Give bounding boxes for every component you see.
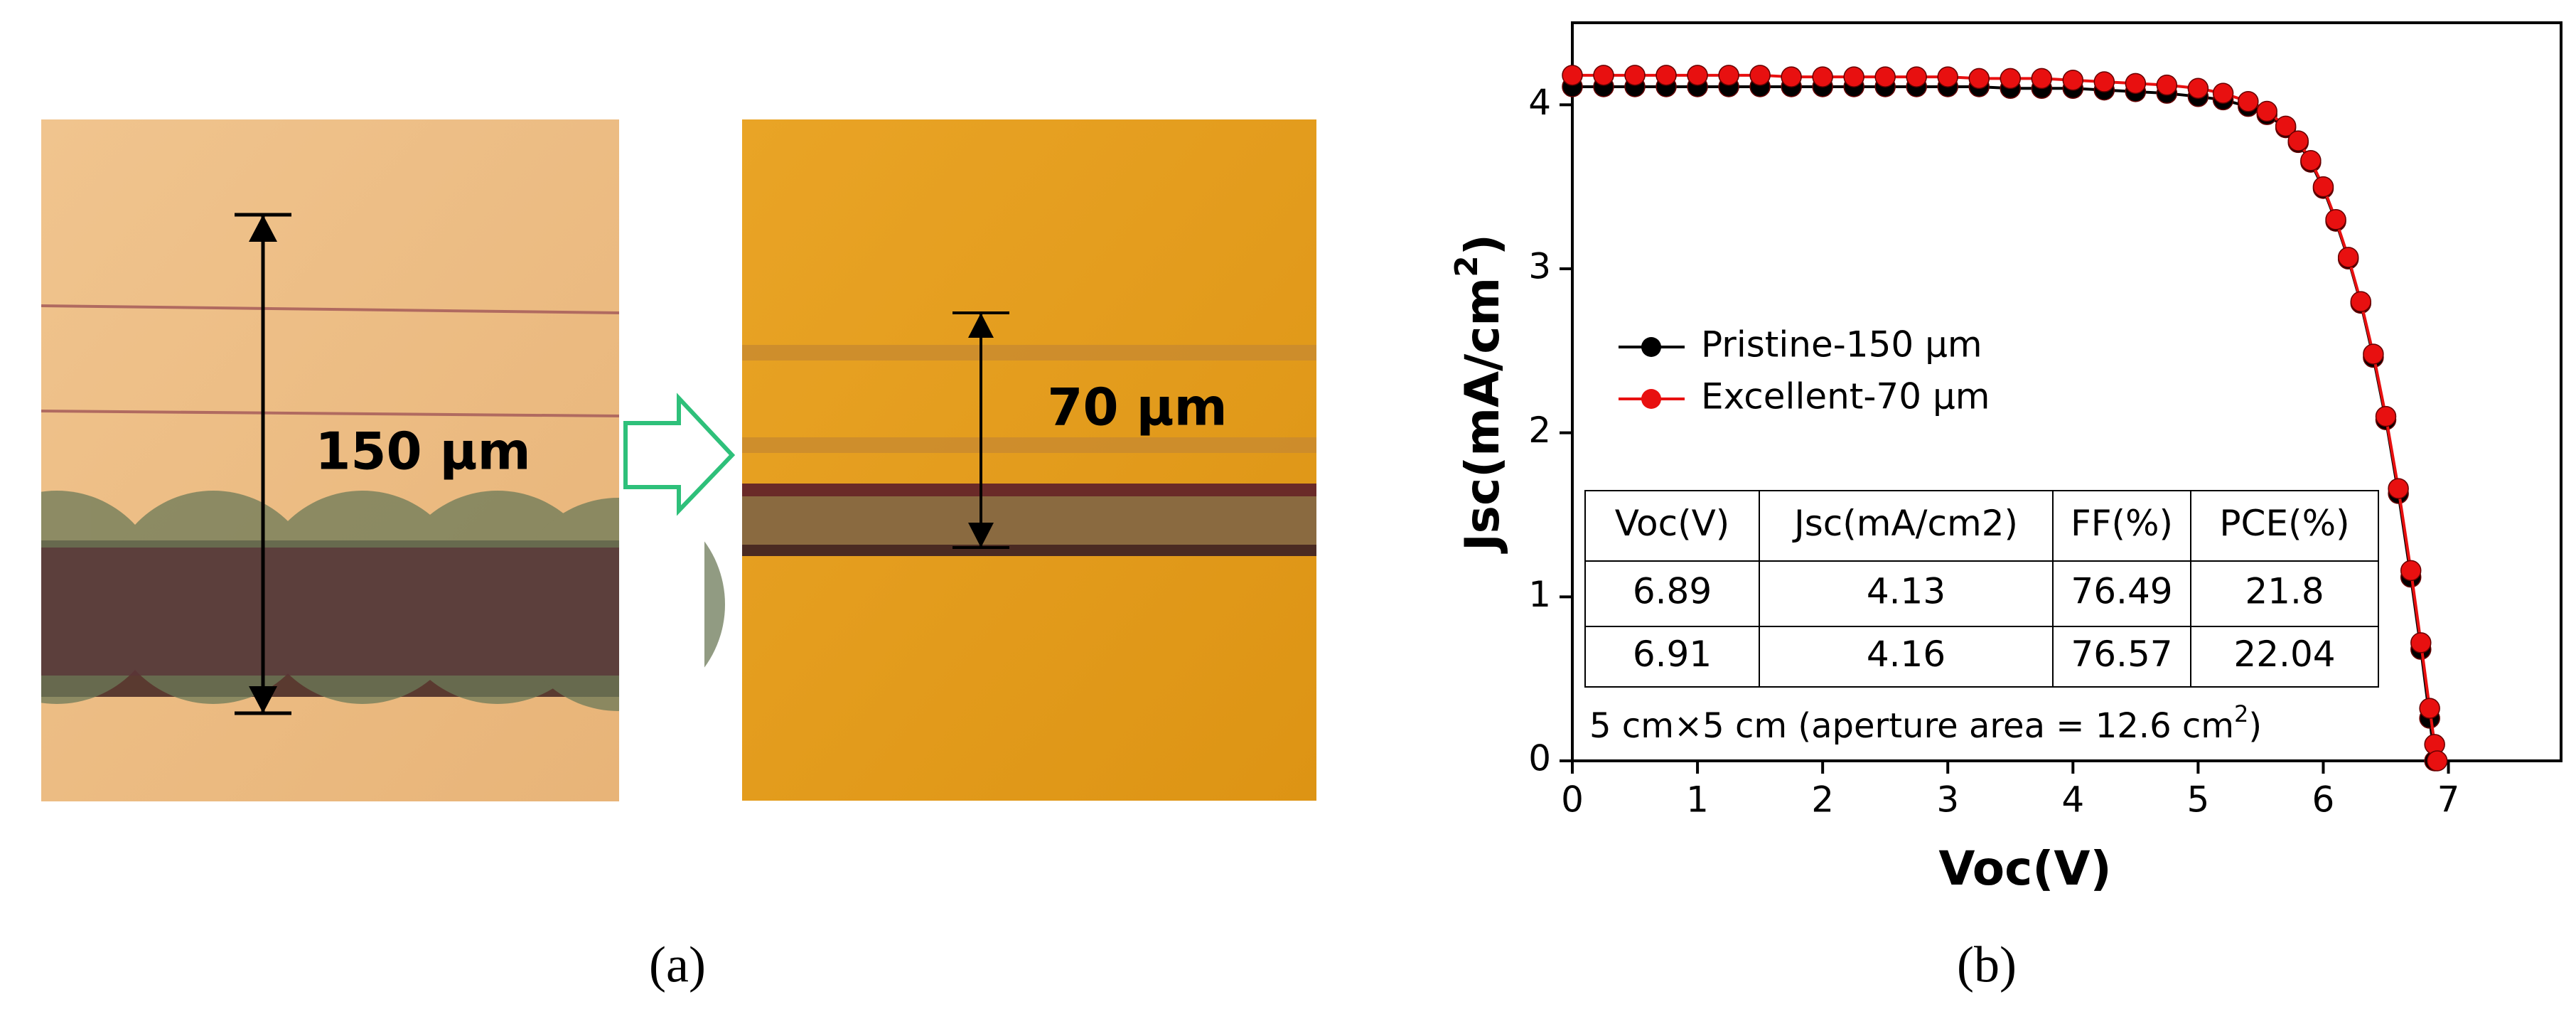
table-cell: 76.57 — [2071, 634, 2172, 675]
x-tick-label: 7 — [2437, 779, 2460, 821]
x-tick-label: 3 — [1936, 779, 1959, 821]
legend-marker — [1641, 389, 1661, 409]
annotation: 150 µm — [315, 422, 530, 481]
y-tick-label: 1 — [1528, 574, 1551, 615]
table-cell: PCE(%) — [2219, 503, 2349, 544]
marker — [1687, 65, 1708, 86]
marker — [2212, 82, 2234, 104]
marker — [1968, 68, 1990, 90]
panel-label: (b) — [1957, 936, 2017, 993]
x-tick-label: 6 — [2312, 779, 2335, 821]
marker — [1874, 66, 1896, 87]
marker — [1562, 65, 1583, 86]
marker — [1718, 65, 1739, 86]
x-tick-label: 2 — [1811, 779, 1834, 821]
table-bg — [1584, 490, 2379, 688]
plot: 0 1 2 3 4 5 6 7 0 1 2 3 4 Pristine-150 µm Excellent-70… — [1528, 21, 2562, 821]
marker — [2419, 698, 2440, 719]
y-axis-label-text: Jsc(mA/cm — [1455, 277, 1510, 554]
note-text: 5 cm×5 cm (aperture area = 12.6 cm — [1589, 706, 2234, 746]
y-axis-label-suffix: ) — [1455, 234, 1510, 255]
marker — [2287, 130, 2309, 151]
marker — [2000, 68, 2022, 90]
table-cell: 4.16 — [1867, 634, 1946, 675]
marker — [1655, 65, 1677, 86]
table-cell: Voc(V) — [1615, 503, 1730, 544]
table-cell: 22.04 — [2233, 634, 2335, 675]
x-tick-label: 1 — [1686, 779, 1709, 821]
photo-right — [742, 119, 1316, 801]
marker — [1749, 65, 1771, 86]
y-tick-label: 4 — [1528, 82, 1551, 123]
table-cell: Jsc(mA/cm2) — [1792, 503, 2018, 544]
marker — [2256, 100, 2277, 122]
marker — [2388, 478, 2409, 499]
marker — [2337, 247, 2359, 268]
marker — [1843, 66, 1864, 87]
legend-marker — [1641, 337, 1661, 357]
marker — [2156, 74, 2178, 96]
marker — [2275, 115, 2297, 137]
marker — [2410, 632, 2432, 653]
marker — [2125, 73, 2147, 95]
note-suffix: ) — [2248, 706, 2262, 746]
marker — [2312, 176, 2334, 198]
y-tick-label: 0 — [1528, 738, 1551, 779]
marker — [2062, 69, 2084, 91]
marker — [2400, 560, 2422, 582]
y-axis-label-sup: 2 — [1449, 255, 1485, 277]
note-sup: 2 — [2234, 700, 2248, 727]
y-axis-label: Jsc(mA/cm2) — [1449, 234, 1510, 554]
table-cell: 6.89 — [1633, 571, 1712, 612]
marker — [1624, 65, 1646, 86]
marker — [2426, 750, 2448, 772]
table-cell: FF(%) — [2071, 503, 2173, 544]
x-axis-label: Voc(V) — [1938, 841, 2111, 896]
table-cell: 76.49 — [2071, 571, 2172, 612]
marker — [1812, 66, 1833, 87]
marker — [2363, 343, 2384, 365]
note: 5 cm×5 cm (aperture area = 12.6 cm2) — [1589, 700, 2262, 746]
x-tick-label: 0 — [1561, 779, 1584, 821]
marker — [2325, 209, 2346, 230]
marker — [1906, 66, 1927, 87]
panel-label: (a) — [649, 936, 706, 993]
x-tick-label: 5 — [2186, 779, 2209, 821]
marker — [2187, 78, 2209, 100]
legend-label: Pristine-150 µm — [1701, 324, 1982, 365]
marker — [2375, 405, 2397, 427]
arrow — [623, 393, 736, 516]
marker — [2031, 68, 2053, 90]
marker — [1937, 66, 1958, 87]
table-cell: 6.91 — [1633, 634, 1712, 675]
marker — [1593, 65, 1614, 86]
table-cell: 4.13 — [1867, 571, 1946, 612]
marker — [2238, 90, 2259, 112]
marker — [2093, 71, 2115, 92]
y-tick-label: 3 — [1528, 246, 1551, 287]
y-tick-label: 2 — [1528, 410, 1551, 451]
annotation: 70 µm — [1047, 378, 1227, 437]
table-cell: 21.8 — [2245, 571, 2324, 612]
x-tick-label: 4 — [2061, 779, 2084, 821]
legend-label: Excellent-70 µm — [1701, 376, 1990, 417]
marker — [2350, 291, 2372, 312]
marker — [1781, 66, 1802, 87]
plot-frame — [1571, 21, 2562, 762]
marker — [2300, 150, 2322, 171]
